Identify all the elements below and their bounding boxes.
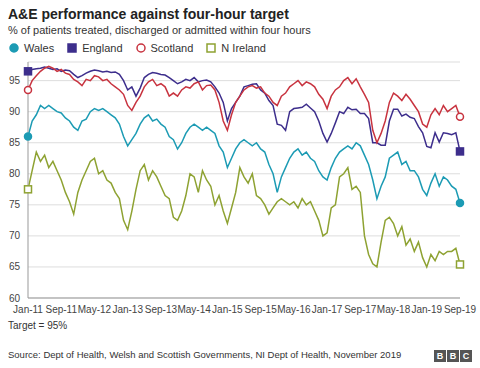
svg-text:Sep-11: Sep-11 xyxy=(45,304,77,315)
svg-text:Jan-19: Jan-19 xyxy=(411,304,442,315)
svg-text:Sep-15: Sep-15 xyxy=(244,304,277,315)
svg-text:May-12: May-12 xyxy=(78,304,112,315)
svg-text:Jan-15: Jan-15 xyxy=(212,304,243,315)
html-text:England: England xyxy=(82,42,123,54)
svg-text:95: 95 xyxy=(9,75,21,86)
svg-text:Sep-19: Sep-19 xyxy=(444,304,472,315)
svg-text:80: 80 xyxy=(9,168,21,179)
svg-text:65: 65 xyxy=(9,261,21,272)
svg-text:70: 70 xyxy=(9,230,21,241)
html-text:N Ireland: N Ireland xyxy=(221,42,266,54)
svg-text:90: 90 xyxy=(9,106,21,117)
html-text:A&E performance against four-h: A&E performance against four-hour target xyxy=(8,6,289,22)
svg-text:Jan-13: Jan-13 xyxy=(112,304,143,315)
html-text:Target = 95%: Target = 95% xyxy=(8,320,68,331)
svg-text:May-14: May-14 xyxy=(177,304,211,315)
svg-text:Jan-11: Jan-11 xyxy=(13,304,43,315)
svg-text:May-16: May-16 xyxy=(277,304,311,315)
html-text:% of patients treated, dischar: % of patients treated, discharged or adm… xyxy=(8,24,311,36)
svg-text:75: 75 xyxy=(9,199,21,210)
svg-text:May-18: May-18 xyxy=(377,304,411,315)
svg-text:Sep-17: Sep-17 xyxy=(344,304,377,315)
html-text:B: B xyxy=(436,351,444,361)
html-text:C: C xyxy=(462,351,470,361)
svg-text:Sep-13: Sep-13 xyxy=(145,304,178,315)
html-text:Source: Dept of Health, Welsh: Source: Dept of Health, Welsh and Scotti… xyxy=(8,349,402,360)
html-text:B: B xyxy=(449,351,457,361)
html-text:Wales: Wales xyxy=(24,42,55,54)
svg-text:60: 60 xyxy=(9,293,21,304)
svg-text:Jan-17: Jan-17 xyxy=(312,304,343,315)
html-text:Scotland: Scotland xyxy=(150,42,194,54)
svg-text:85: 85 xyxy=(9,137,21,148)
